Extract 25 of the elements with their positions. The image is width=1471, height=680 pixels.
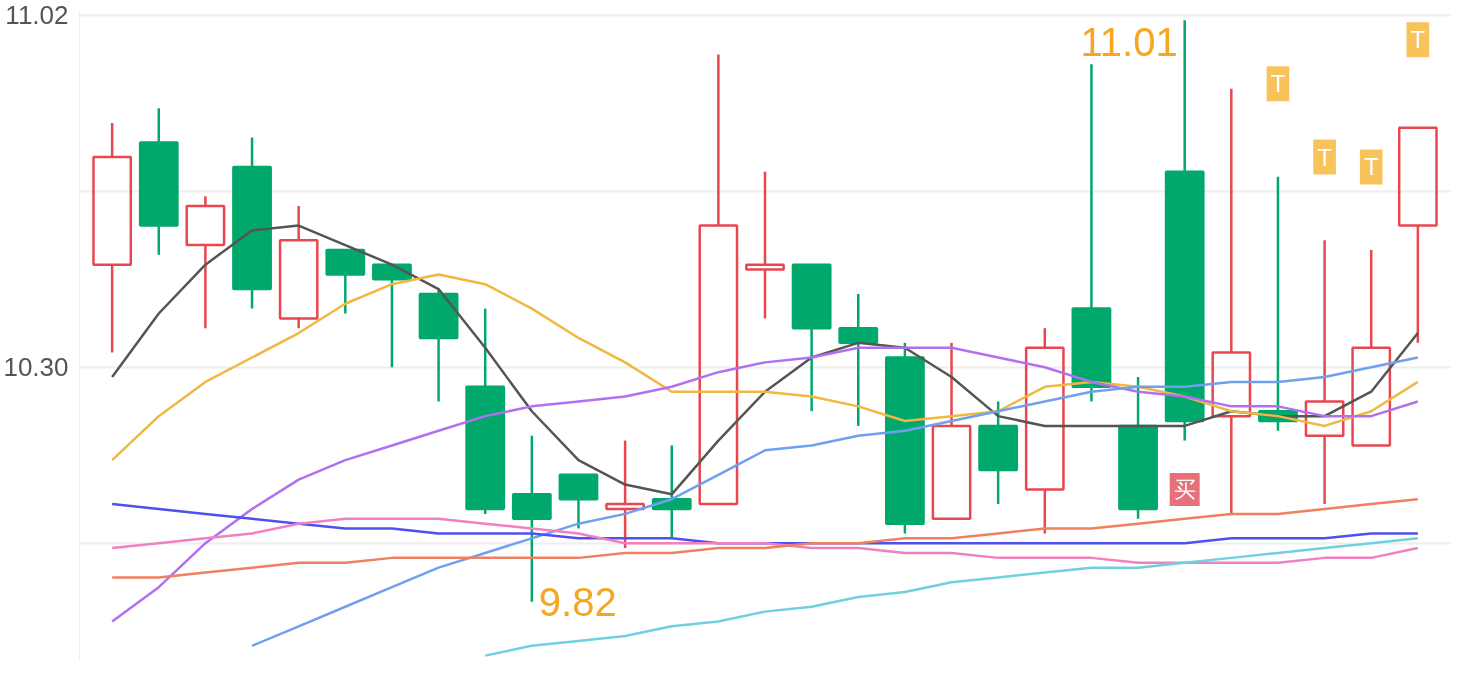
annotation: 买 [1173, 476, 1196, 502]
candlestick [978, 400, 1019, 506]
line-series [110, 346, 1420, 623]
annotation: T [1410, 26, 1426, 54]
line-series [110, 273, 1420, 462]
candlestick [232, 136, 272, 310]
y-tick-label: 11.02 [5, 0, 69, 31]
candlestick [92, 121, 133, 354]
candlestick [138, 106, 179, 257]
candlestick [185, 194, 226, 330]
y-tick-label: 10.30 [3, 352, 69, 383]
line-series [110, 517, 1420, 565]
candlestick [1024, 326, 1065, 535]
annotation: T [1270, 70, 1286, 98]
annotation: 9.82 [538, 579, 617, 624]
candlestick [278, 204, 319, 330]
annotation: T [1317, 143, 1333, 171]
candlestick [838, 292, 879, 428]
candlestick [745, 170, 785, 320]
candlestick [1304, 238, 1345, 506]
candlestick [1211, 87, 1252, 516]
line-series [483, 537, 1420, 657]
line-series [250, 356, 1420, 648]
annotation: 11.01 [1080, 20, 1178, 65]
annotation: T [1363, 153, 1379, 181]
